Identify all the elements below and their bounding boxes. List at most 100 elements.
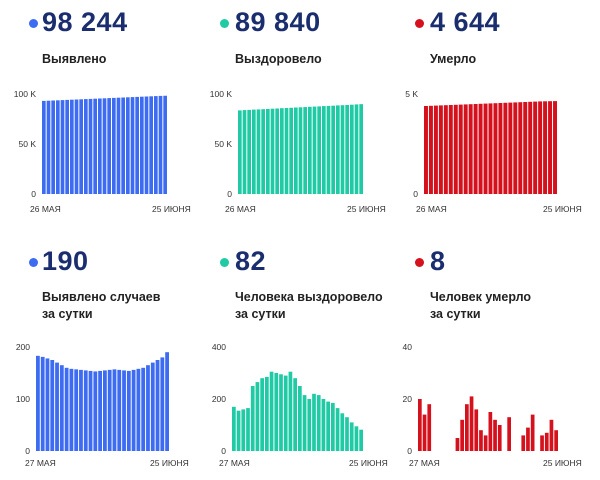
- panel-daily-recovered: 82 Человека выздоровело за сутки 0 200 400…: [195, 240, 395, 480]
- bar: [88, 370, 93, 451]
- panel-daily-died: 8 Человек умерло за сутки 0 20 40 27 МАЯ 25 …: [392, 240, 592, 480]
- bar: [528, 101, 533, 194]
- bar: [354, 426, 359, 451]
- bar: [144, 96, 149, 194]
- bar: [270, 108, 275, 194]
- bar: [326, 401, 330, 451]
- bar: [321, 399, 326, 451]
- bar: [331, 402, 335, 451]
- bar: [289, 107, 293, 194]
- bar: [428, 105, 433, 194]
- bar: [70, 99, 74, 194]
- bar: [266, 109, 270, 194]
- bar: [488, 103, 493, 194]
- bar: [74, 99, 79, 194]
- bar: [345, 105, 349, 194]
- panel-detected: 98 244 Выявлено 0 50 K 100 K 26 МАЯ 25 ИЮНЯ: [0, 0, 200, 240]
- bar: [523, 102, 528, 194]
- bar: [326, 105, 331, 194]
- bar: [340, 413, 345, 451]
- bar: [107, 98, 111, 194]
- label-line1: Человек умерло: [430, 290, 532, 304]
- bar: [312, 106, 317, 194]
- bar: [55, 362, 59, 451]
- bar: [246, 408, 250, 451]
- bar: [112, 97, 116, 194]
- bar: [241, 409, 246, 451]
- chart-daily-died: 0 20 40 27 МАЯ 25 ИЮНЯ: [403, 342, 582, 468]
- bar: [98, 370, 102, 451]
- y-tick-label: 0: [413, 189, 418, 199]
- bar: [479, 430, 483, 451]
- bar: [107, 369, 112, 451]
- bar: [513, 102, 518, 194]
- bar: [265, 376, 269, 451]
- bar: [483, 435, 488, 451]
- bar: [298, 386, 302, 451]
- bar: [84, 99, 88, 194]
- y-tick-label: 200: [16, 342, 30, 352]
- bar: [418, 399, 422, 451]
- bar: [256, 109, 261, 194]
- x-label-start: 26 МАЯ: [416, 204, 447, 214]
- bar: [98, 98, 102, 194]
- bar: [60, 100, 65, 194]
- dot-icon: [29, 258, 38, 267]
- chart-daily-detected: 0 100 200 27 МАЯ 25 ИЮНЯ: [16, 342, 189, 468]
- bar: [359, 104, 363, 194]
- label-line1: Человека выздоровело: [235, 290, 383, 304]
- bar: [455, 438, 460, 451]
- bar: [116, 97, 121, 194]
- y-tick-label: 100 K: [14, 89, 37, 99]
- bar: [553, 101, 557, 194]
- bar: [93, 98, 97, 194]
- bar: [130, 97, 135, 194]
- bar: [126, 97, 130, 194]
- bar: [521, 435, 526, 451]
- y-tick-label: 0: [25, 446, 30, 456]
- bar: [64, 367, 69, 451]
- bar: [252, 109, 256, 194]
- y-tick-label: 100 K: [210, 89, 233, 99]
- bar: [140, 96, 144, 194]
- x-label-end: 25 ИЮНЯ: [543, 204, 582, 214]
- label-line2: за сутки: [42, 307, 93, 321]
- bar: [103, 370, 107, 451]
- bar: [79, 99, 83, 194]
- bar: [469, 396, 474, 451]
- bar: [232, 406, 236, 451]
- bar: [488, 412, 493, 451]
- bar: [79, 369, 83, 451]
- dot-icon: [29, 19, 38, 28]
- bar: [298, 107, 303, 194]
- bar: [503, 102, 508, 194]
- label-line1: Выявлено случаев: [42, 290, 161, 304]
- bar: [247, 109, 251, 194]
- panel-recovered: 89 840 Выздоровело 0 50 K 100 K 26 МАЯ 25 ИЮ…: [195, 0, 395, 240]
- bar: [283, 375, 288, 451]
- bar: [538, 101, 543, 194]
- bar: [274, 373, 279, 451]
- bar: [530, 414, 535, 451]
- bar: [284, 108, 289, 194]
- y-tick-label: 5 K: [405, 89, 418, 99]
- bar: [322, 106, 326, 194]
- bar: [275, 108, 279, 194]
- x-label-start: 27 МАЯ: [25, 458, 56, 468]
- bar: [149, 96, 153, 194]
- bar: [498, 103, 503, 194]
- dot-icon: [220, 258, 229, 267]
- bar: [121, 97, 125, 194]
- bar: [135, 96, 139, 194]
- bar: [335, 408, 340, 451]
- bar: [549, 419, 554, 451]
- bar: [312, 393, 316, 451]
- label-line1: Умерло: [430, 52, 477, 66]
- bar: [236, 410, 241, 451]
- bar: [50, 360, 55, 451]
- bar: [443, 105, 448, 194]
- label-line1: Выздоровело: [235, 52, 322, 66]
- y-tick-label: 100: [16, 394, 30, 404]
- dot-icon: [415, 19, 424, 28]
- dot-icon: [220, 19, 229, 28]
